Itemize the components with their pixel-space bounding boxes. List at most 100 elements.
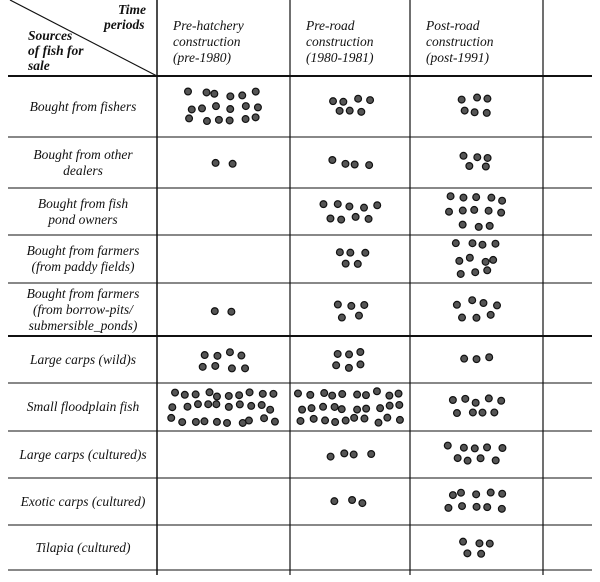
dot <box>498 489 507 498</box>
dot <box>185 114 194 123</box>
dot <box>212 400 221 409</box>
corner-top: Time <box>118 2 146 17</box>
dot-group <box>444 488 507 513</box>
dot <box>362 404 371 413</box>
dot <box>228 159 237 168</box>
dot-group <box>211 158 237 168</box>
dot-group <box>293 387 404 427</box>
dot <box>202 88 211 97</box>
dot <box>461 394 470 403</box>
dot <box>168 403 177 412</box>
dot <box>332 361 341 370</box>
dot <box>357 107 366 116</box>
dot <box>456 269 465 278</box>
dot <box>470 444 479 453</box>
dot <box>483 503 492 512</box>
dot <box>227 307 236 316</box>
dot <box>244 416 253 425</box>
dot <box>448 395 457 404</box>
dot <box>331 418 340 427</box>
dot <box>485 353 494 362</box>
dot <box>211 102 220 111</box>
dot-group <box>184 87 262 126</box>
dot <box>211 361 220 370</box>
dot-group <box>457 93 492 117</box>
dot <box>202 117 211 126</box>
dot <box>383 413 392 422</box>
dot <box>345 350 354 359</box>
dot <box>356 360 365 369</box>
dot <box>364 214 373 223</box>
dot <box>253 103 262 112</box>
row-label: Small floodplain fish <box>26 399 140 414</box>
dot <box>260 414 269 423</box>
dot <box>227 364 236 373</box>
dot <box>337 405 346 414</box>
dot <box>486 488 495 497</box>
column-header: (post-1991) <box>426 50 489 65</box>
dot <box>184 87 193 96</box>
row-label: Exotic carps (cultured) <box>20 493 146 509</box>
corner-bottom: sale <box>28 58 50 73</box>
dot <box>319 402 328 411</box>
dot <box>341 259 350 268</box>
dot <box>360 203 369 212</box>
dot <box>337 215 346 224</box>
column-header: Pre-hatchery <box>173 18 244 33</box>
row-label: Bought from fishers <box>29 98 137 114</box>
dot <box>472 193 481 202</box>
dot <box>457 95 466 104</box>
dot <box>358 499 367 508</box>
dot <box>373 201 382 210</box>
dot-group <box>329 94 375 116</box>
dot <box>213 351 222 360</box>
dot <box>328 391 337 400</box>
dot <box>293 389 302 398</box>
dot <box>376 404 385 413</box>
dot <box>445 207 454 216</box>
dot <box>472 355 481 364</box>
dot <box>245 388 254 397</box>
dot <box>224 402 233 411</box>
corner-bottom: Sources <box>28 28 73 43</box>
column-header: Pre-road <box>306 18 355 33</box>
row-label: submersible_ponds) <box>28 317 138 333</box>
dot-group <box>167 388 279 427</box>
dot <box>483 266 492 275</box>
dot <box>223 418 232 427</box>
dot <box>225 116 234 125</box>
corner-top: periods <box>104 17 145 32</box>
dot <box>490 408 499 417</box>
dot <box>307 404 316 413</box>
dot <box>333 300 342 309</box>
dot-group <box>210 307 236 316</box>
dot <box>489 255 498 264</box>
dot <box>472 502 481 511</box>
dot <box>475 539 484 548</box>
row-label: Large carps (cultured)s <box>19 446 147 462</box>
dot <box>473 153 482 162</box>
dot <box>349 450 358 459</box>
dot <box>465 253 474 262</box>
dot <box>474 222 483 231</box>
dot <box>481 257 490 266</box>
dot <box>338 390 347 399</box>
dot <box>204 400 213 409</box>
dot-group <box>328 155 374 170</box>
dot <box>451 239 460 248</box>
dot <box>198 362 207 371</box>
dot <box>367 450 376 459</box>
dot-group <box>319 200 382 224</box>
corner-bottom: of fish for <box>28 43 84 58</box>
dot <box>356 348 365 357</box>
dot <box>309 414 318 423</box>
dot <box>468 408 477 417</box>
dot <box>484 206 493 215</box>
dot <box>470 108 479 117</box>
dot <box>458 313 467 322</box>
dot <box>210 307 219 316</box>
column-header: construction <box>426 34 494 49</box>
dot-group <box>332 348 365 372</box>
dot <box>237 351 246 360</box>
